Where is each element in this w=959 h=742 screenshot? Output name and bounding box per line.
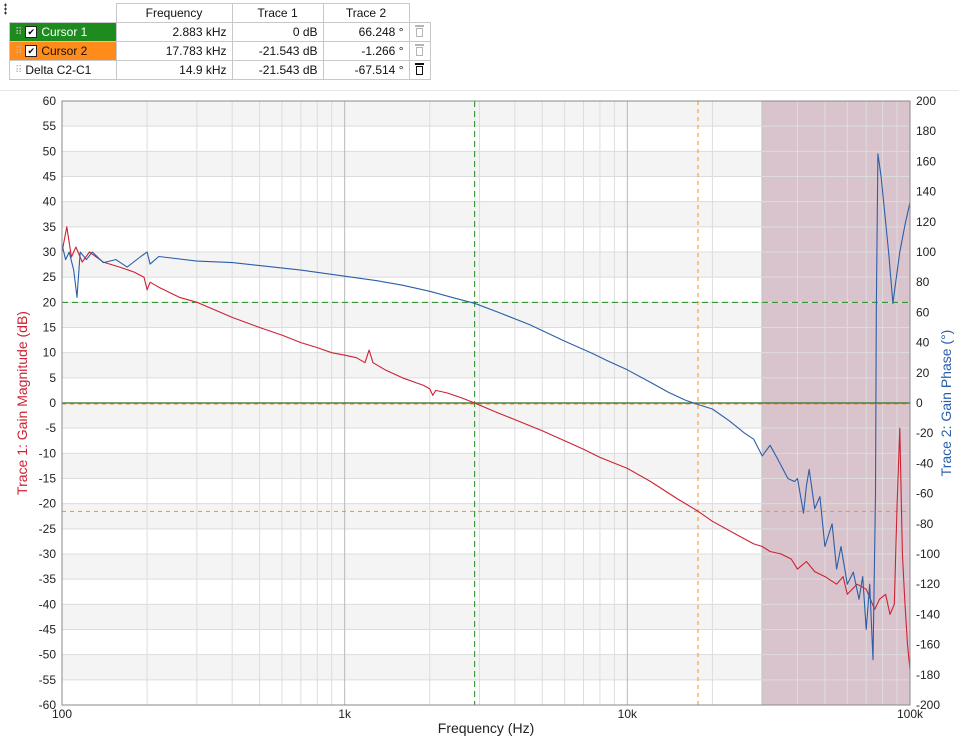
delta-name-cell: ⠿ Delta C2-C1 [9,60,117,80]
y-right-tick-label: -200 [916,698,940,712]
y-left-tick-label: -10 [39,446,57,460]
cursor-row-1[interactable]: ⠿ ✔ Cursor 1 2.883 kHz 0 dB 66.248 ° [9,22,431,42]
trash-icon[interactable] [414,62,425,75]
y-right-tick-label: 180 [916,124,936,138]
y-right-tick-label: 80 [916,275,930,289]
y-right-tick-label: 160 [916,154,936,168]
x-axis-label: Frequency (Hz) [438,720,534,736]
trace2-line [61,153,911,661]
y-right-tick-label: 60 [916,305,930,319]
delta-delete-cell [408,60,431,80]
y-left-tick-label: -35 [39,572,57,586]
y-right-tick-label: 140 [916,185,936,199]
y-right-tick-label: -180 [916,668,940,682]
y-left-tick-label: -55 [39,673,57,687]
cursor-1-label: Cursor 1 [41,25,88,39]
y-left-tick-label: -20 [39,497,57,511]
y-left-tick-label: 50 [43,144,57,158]
plot-border [61,100,911,706]
y-right-tick-label: -20 [916,426,934,440]
cursor-1-checkbox[interactable]: ✔ [25,26,38,38]
y-left-tick-label: 20 [43,295,57,309]
y-left-tick-label: 55 [43,119,57,133]
y-left-tick-label: 35 [43,220,57,234]
x-tick-label: 100k [897,707,924,721]
y-left-tick-label: -30 [39,547,57,561]
y-left-axis-label: Trace 1: Gain Magnitude (dB) [14,311,30,495]
y-left-tick-label: 15 [43,321,57,335]
y-right-tick-label: -100 [916,547,940,561]
y-right-tick-label: -120 [916,577,940,591]
y-left-tick-label: 40 [43,195,57,209]
drag-handle-icon[interactable]: ⠿ [15,26,22,38]
header-trace2: Trace 2 [322,3,410,23]
header-frequency: Frequency [115,3,233,23]
y-right-tick-label: -60 [916,487,934,501]
x-tick-label: 1k [338,707,352,721]
y-right-tick-label: -140 [916,607,940,621]
x-tick-label: 100 [52,707,72,721]
y-right-axis-label: Trace 2: Gain Phase (°) [938,330,954,477]
header-actions [408,3,430,23]
y-left-tick-label: -15 [39,472,57,486]
y-right-tick-label: 0 [916,396,923,410]
y-left-tick-label: -45 [39,623,57,637]
cursor-2-trace1: -21.543 dB [231,41,324,61]
y-right-tick-label: 20 [916,366,930,380]
y-left-tick-label: 25 [43,270,57,284]
y-left-tick-label: 0 [49,396,56,410]
cursor-row-2[interactable]: ⠿ ✔ Cursor 2 17.783 kHz -21.543 dB -1.266 … [9,41,431,61]
y-left-tick-label: -5 [45,421,56,435]
y-left-tick-label: 45 [43,170,57,184]
delta-frequency: 14.9 kHz [115,60,233,80]
cursor-2-label: Cursor 2 [41,44,88,58]
y-right-tick-label: -80 [916,517,934,531]
delta-trace2: -67.514 ° [322,60,410,80]
cursor-2-delete-cell [408,41,431,61]
y-right-tick-label: -160 [916,638,940,652]
delta-label: Delta C2-C1 [25,63,92,77]
y-left-tick-label: -50 [39,648,57,662]
cursor-2-trace2: -1.266 ° [322,41,410,61]
cursor-table-header: Frequency Trace 1 Trace 2 [9,3,430,23]
y-right-tick-label: -40 [916,456,934,470]
y-left-tick-label: -25 [39,522,57,536]
divider [0,90,959,91]
drag-handle-icon[interactable] [4,3,7,15]
drag-handle-icon[interactable]: ⠿ [15,64,22,76]
y-right-tick-label: 40 [916,336,930,350]
y-left-tick-label: 5 [49,371,56,385]
x-tick-label: 10k [618,707,638,721]
trash-icon[interactable] [414,24,425,37]
y-left-tick-label: 10 [43,346,57,360]
cursor-table: Frequency Trace 1 Trace 2 ⠿ ✔ Cursor 1 2.8… [9,3,431,80]
y-left-tick-label: -40 [39,597,57,611]
cursor-2-name-cell: ⠿ ✔ Cursor 2 [9,41,117,61]
drag-handle-icon[interactable]: ⠿ [15,45,22,57]
y-left-tick-label: 60 [43,94,57,108]
y-right-tick-label: 200 [916,94,936,108]
y-left-tick-label: 30 [43,245,57,259]
y-left-tick-label: -60 [39,698,57,712]
cursor-2-checkbox[interactable]: ✔ [25,45,38,57]
header-trace1: Trace 1 [231,3,324,23]
y-right-tick-label: 120 [916,215,936,229]
y-right-tick-label: 100 [916,245,936,259]
cursor-row-delta[interactable]: ⠿ Delta C2-C1 14.9 kHz -21.543 dB -67.514… [9,60,431,80]
trash-icon[interactable] [414,43,425,56]
trace1-line [61,226,911,670]
cursor-1-name-cell: ⠿ ✔ Cursor 1 [9,22,117,42]
